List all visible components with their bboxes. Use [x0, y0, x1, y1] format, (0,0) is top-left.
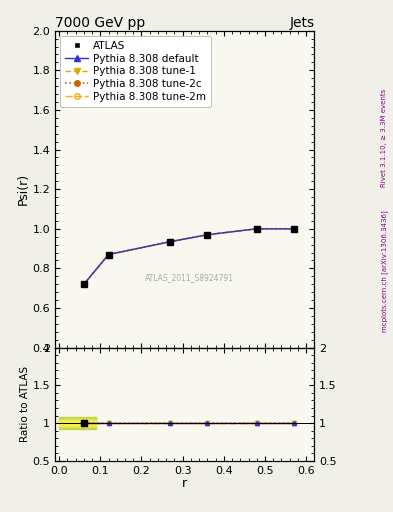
- ATLAS: [205, 231, 210, 238]
- ATLAS: [81, 281, 86, 287]
- ATLAS: [168, 239, 173, 245]
- ATLAS: [254, 226, 259, 232]
- Y-axis label: Ratio to ATLAS: Ratio to ATLAS: [20, 366, 30, 442]
- Text: mcplots.cern.ch [arXiv:1306.3436]: mcplots.cern.ch [arXiv:1306.3436]: [381, 210, 388, 332]
- X-axis label: r: r: [182, 477, 187, 490]
- Text: ATLAS_2011_S8924791: ATLAS_2011_S8924791: [145, 273, 234, 283]
- Text: 7000 GeV pp: 7000 GeV pp: [55, 15, 145, 30]
- ATLAS: [292, 226, 296, 232]
- Y-axis label: Psi(r): Psi(r): [17, 173, 29, 205]
- ATLAS: [106, 251, 111, 258]
- Legend: ATLAS, Pythia 8.308 default, Pythia 8.308 tune-1, Pythia 8.308 tune-2c, Pythia 8: ATLAS, Pythia 8.308 default, Pythia 8.30…: [60, 36, 211, 107]
- Line: ATLAS: ATLAS: [81, 226, 297, 287]
- Text: Rivet 3.1.10, ≥ 3.3M events: Rivet 3.1.10, ≥ 3.3M events: [381, 89, 387, 187]
- Text: Jets: Jets: [289, 15, 314, 30]
